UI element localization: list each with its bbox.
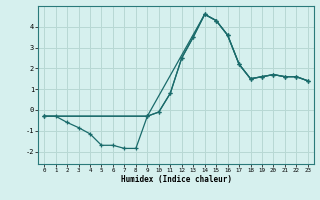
X-axis label: Humidex (Indice chaleur): Humidex (Indice chaleur) — [121, 175, 231, 184]
